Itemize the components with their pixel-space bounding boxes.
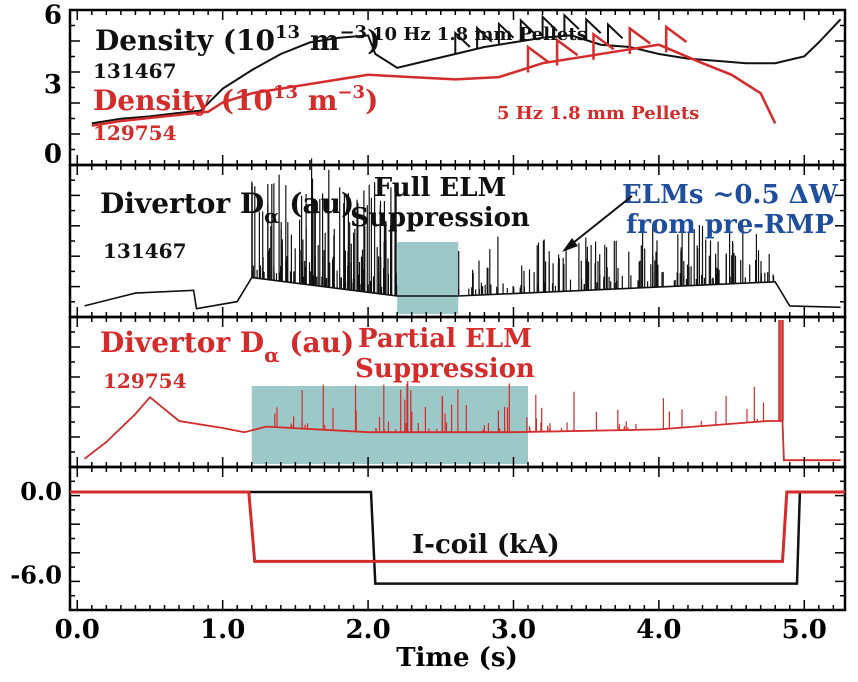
density-131467-pellet-spike xyxy=(519,18,536,42)
density-131467-pellet-spike xyxy=(497,21,515,45)
x-tick-label: 0.0 xyxy=(55,615,100,645)
icoil-y-tick-label: 0.0 xyxy=(20,477,62,506)
density-129754-pellet-spike xyxy=(526,44,550,73)
full-suppression-shade xyxy=(397,242,459,314)
density-129754-line xyxy=(91,43,777,127)
density-131467-pellet-spike xyxy=(585,16,602,41)
density-129754-pellet-spikes xyxy=(526,24,688,73)
elm-annotation-arrowhead xyxy=(562,238,578,252)
partial-suppression-label-line2: Suppression xyxy=(355,354,535,384)
density-129754-shot: 129754 xyxy=(93,121,177,145)
density-129754-title: Density (1013 m−3) xyxy=(93,82,378,117)
partial-suppression-label-line1: Partial ELM xyxy=(358,324,532,354)
density-y-tick-label: 3 xyxy=(44,70,62,100)
density-131467-pellet-spike xyxy=(454,30,471,54)
icoil-label: I-coil (kA) xyxy=(412,530,560,560)
density-y-tick-label: 6 xyxy=(44,1,62,31)
dalpha-129754-title: Divertor Dα (au) xyxy=(100,326,354,367)
density-131467-pellet-spike xyxy=(563,12,580,36)
axis-ticks xyxy=(70,9,845,611)
density-129754-annotation: 5 Hz 1.8 mm Pellets xyxy=(497,103,699,124)
dalpha-129754-elm-spikes xyxy=(274,320,784,433)
x-tick-label: 5.0 xyxy=(782,615,827,645)
elm-annotation-line1: ELMs ~0.5 ΔW xyxy=(622,180,839,210)
density-131467-annotation: 10 Hz 1.8 mm Pellets xyxy=(372,24,587,45)
density-129754-pellet-spike xyxy=(555,37,579,66)
density-131467-pellet-spike xyxy=(607,22,624,46)
dalpha-129754-shot: 129754 xyxy=(103,369,187,393)
dalpha-131467-elm-spikes xyxy=(251,158,775,296)
density-129754-pellet-spike xyxy=(628,26,651,54)
dalpha-129754-trace xyxy=(83,395,841,462)
dalpha-131467-title: Divertor Dα (au) xyxy=(100,187,354,228)
density-131467-pellet-spikes xyxy=(454,12,624,54)
full-suppression-label-line1: Full ELM xyxy=(374,173,507,203)
density-129754-pellet-spike xyxy=(592,31,615,60)
x-tick-label: 4.0 xyxy=(636,615,681,645)
x-tick-label: 3.0 xyxy=(491,615,536,645)
elm-annotation-line2: from pre-RMP xyxy=(626,210,834,240)
full-suppression-label-line2: Suppression xyxy=(350,203,530,233)
icoil-y-tick-label: -6.0 xyxy=(10,560,62,589)
x-axis-label: Time (s) xyxy=(396,643,518,673)
density-y-tick-label: 0 xyxy=(44,139,62,169)
icoil-129754-line xyxy=(70,490,845,563)
x-tick-label: 1.0 xyxy=(200,615,245,645)
dalpha-131467-trace xyxy=(84,276,841,310)
density-131467-shot: 131467 xyxy=(93,59,177,83)
x-tick-label: 2.0 xyxy=(345,615,390,645)
density-131467-pellet-spike xyxy=(541,14,558,38)
elm-annotation-arrow xyxy=(567,195,633,248)
density-131467-title: Density (1013 m−3) xyxy=(95,22,380,57)
partial-suppression-shade xyxy=(251,386,529,464)
dalpha-131467-shot: 131467 xyxy=(103,239,187,263)
density-131467-pellet-spike xyxy=(476,25,493,49)
density-129754-pellet-spike xyxy=(664,24,688,53)
